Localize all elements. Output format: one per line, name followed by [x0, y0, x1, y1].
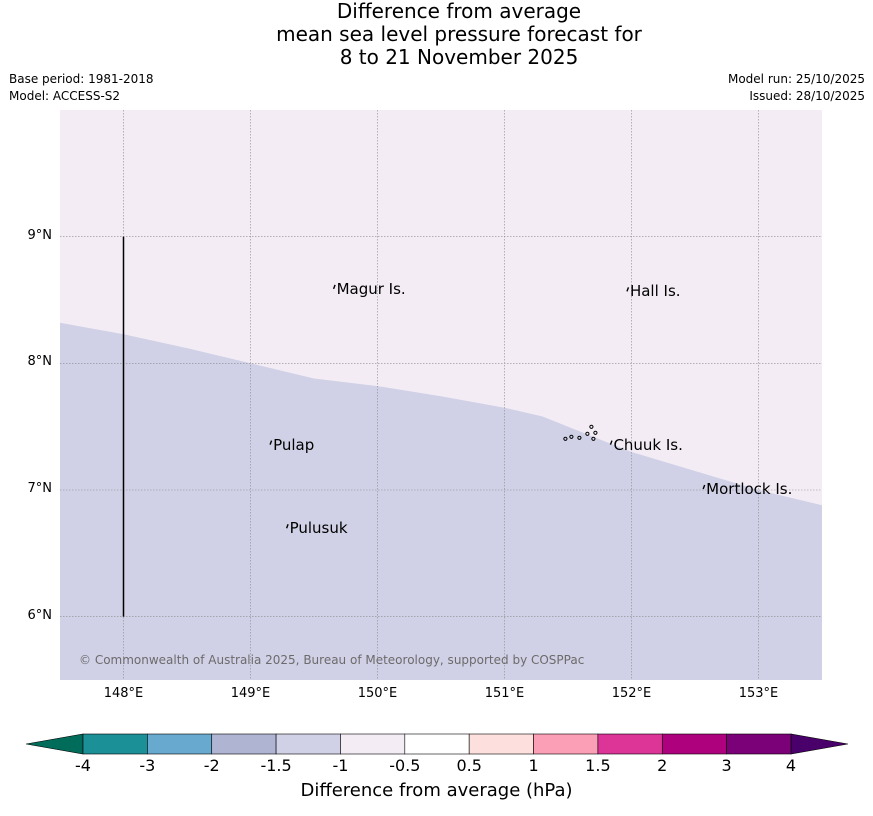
island-mark [577, 435, 582, 440]
copyright-notice: © Commonwealth of Australia 2025, Bureau… [79, 653, 585, 667]
island-mark [285, 524, 289, 529]
colorbar-tick-label: 2 [657, 756, 668, 775]
place-label: Mortlock Is. [706, 480, 793, 498]
model-name: Model: ACCESS-S2 [9, 89, 121, 103]
colorbar-segment [404, 733, 470, 755]
island-mark [626, 287, 630, 292]
meta-right: Model run: 25/10/2025 Issued: 28/10/2025 [728, 71, 865, 105]
place-label: Magur Is. [336, 279, 406, 298]
island-mark [609, 440, 613, 445]
colorbar-segment [340, 733, 406, 755]
colorbar-title: Difference from average (hPa) [300, 780, 573, 801]
colorbar-tick-label: 4 [785, 756, 797, 775]
colorbar-segment [211, 733, 277, 755]
longitude-label: 149°E [230, 686, 271, 701]
island-mark [569, 434, 574, 439]
colorbar-segment [147, 733, 213, 755]
latitude-label: 8°N [27, 354, 53, 370]
colorbar-tick-label: -4 [75, 756, 91, 775]
island-mark [589, 424, 594, 429]
colorbar-tick-label: -1.5 [260, 756, 292, 775]
colorbar-tick-label: -3 [139, 756, 156, 775]
colorbar-tick-label: -2 [203, 756, 220, 775]
map-title: Difference from average mean sea level p… [0, 0, 873, 69]
colorbar-tick-label: -1 [332, 756, 349, 775]
colorbar-segment [533, 733, 599, 755]
latitude-label: 7°N [27, 481, 53, 496]
colorbar-segment [82, 733, 148, 755]
island-mark [593, 430, 598, 435]
longitude-label: 150°E [357, 686, 398, 701]
colorbar-under-arrow [25, 733, 84, 755]
place-label: Chuuk Is. [613, 435, 683, 454]
colorbar-segment [597, 733, 663, 755]
colorbar-tick-label: 0.5 [456, 756, 482, 775]
colorbar-segment [275, 733, 341, 755]
longitude-label: 148°E [103, 686, 144, 701]
latitude-label: 9°N [27, 227, 53, 243]
longitude-label: 151°E [484, 686, 525, 701]
title-line-3: 8 to 21 November 2025 [339, 45, 579, 69]
issued-date: Issued: 28/10/2025 [749, 89, 865, 103]
colorbar-tick-label: 1 [528, 756, 539, 775]
colorbar-segment [468, 733, 534, 755]
meta-left: Base period: 1981-2018 Model: ACCESS-S2 [9, 71, 154, 105]
island-marks [269, 284, 706, 529]
colorbar-tick-label: 1.5 [585, 756, 611, 775]
place-label: Pulap [273, 435, 315, 454]
island-mark [332, 284, 336, 290]
longitude-label: 153°E [738, 686, 779, 701]
colorbar-segment [726, 733, 792, 755]
base-period: Base period: 1981-2018 [9, 72, 154, 86]
colorbar-tick-label: 3 [721, 756, 732, 775]
island-mark [563, 436, 568, 441]
latitude-label: 6°N [27, 607, 53, 623]
colorbar [25, 733, 849, 755]
island-mark [269, 440, 273, 445]
title-line-2: mean sea level pressure forecast for [276, 22, 642, 46]
title-line-1: Difference from average [336, 0, 582, 23]
place-label: Pulusuk [289, 519, 348, 538]
island-mark [702, 484, 706, 490]
place-label: Hall Is. [629, 282, 681, 301]
colorbar-over-arrow [790, 733, 849, 755]
model-run: Model run: 25/10/2025 [727, 72, 865, 86]
colorbar-segment [661, 733, 727, 755]
island-mark [591, 436, 596, 441]
colorbar-tick-label: -0.5 [389, 756, 421, 775]
island-mark [585, 431, 590, 436]
longitude-label: 152°E [611, 686, 652, 701]
